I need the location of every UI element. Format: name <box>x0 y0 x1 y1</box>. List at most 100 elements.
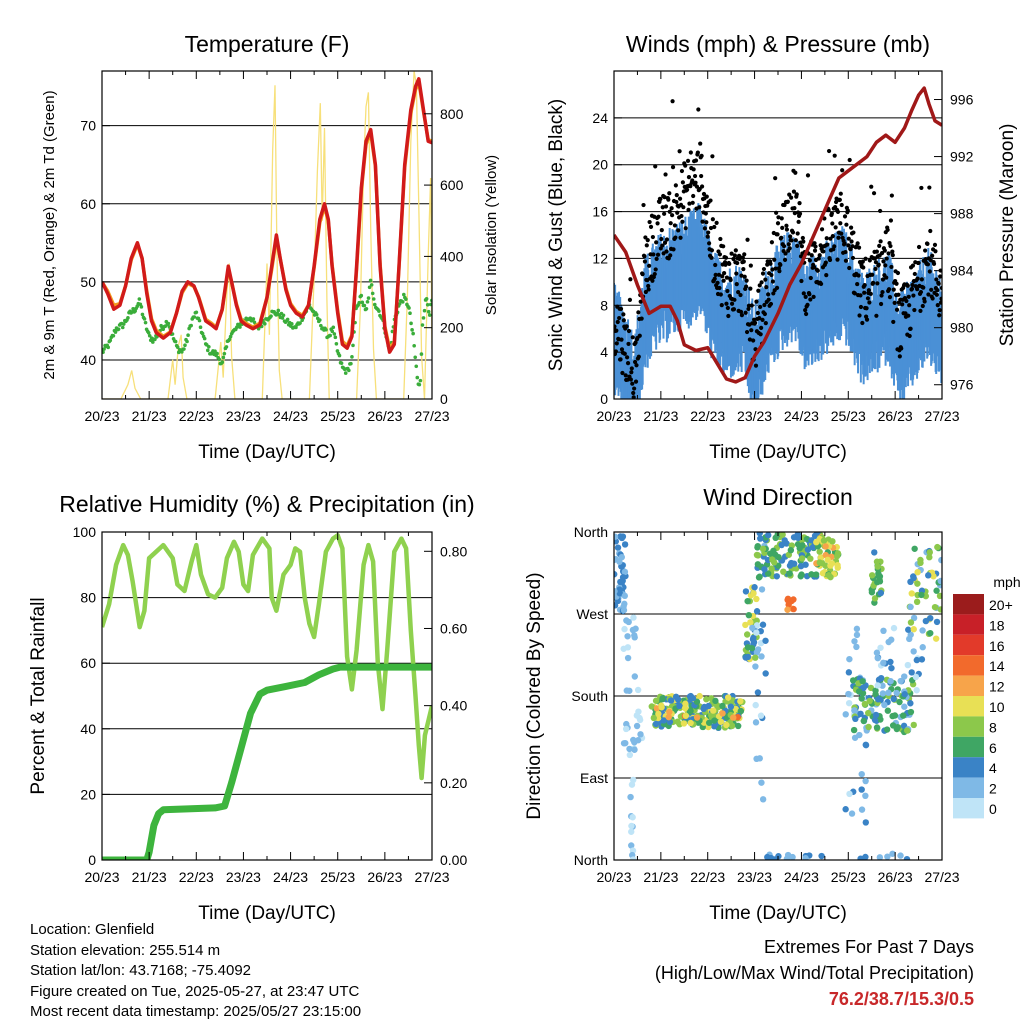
direction-point <box>900 712 907 719</box>
gust-point <box>738 309 744 314</box>
y-tick-label: 0 <box>600 391 608 407</box>
gust-point <box>683 226 688 231</box>
gust-point <box>745 237 750 242</box>
gust-point <box>827 257 833 263</box>
dewpoint-point <box>351 343 355 348</box>
gust-point <box>871 280 876 285</box>
gust-point <box>801 239 806 244</box>
gust-point <box>862 283 867 288</box>
direction-point <box>862 792 869 800</box>
gust-point <box>664 237 670 242</box>
gust-point <box>769 240 775 245</box>
gust-point <box>900 302 905 307</box>
gust-point <box>691 167 696 172</box>
dewpoint-point <box>146 330 151 335</box>
chart-rh_precip: Relative Humidity (%) & Precipitation (i… <box>28 491 475 924</box>
gust-point <box>850 255 856 261</box>
legend-label: 0 <box>989 801 997 817</box>
direction-point <box>747 619 754 626</box>
legend-swatch <box>953 655 984 676</box>
gust-point <box>693 158 699 163</box>
gust-point <box>742 274 747 279</box>
dewpoint-point <box>402 292 406 297</box>
gust-point <box>617 315 622 321</box>
direction-point <box>938 556 942 564</box>
direction-point <box>734 722 742 730</box>
gust-point <box>698 141 703 146</box>
x-tick-label: 26/23 <box>878 408 913 424</box>
gust-point <box>801 291 806 296</box>
gust-point <box>808 297 813 302</box>
direction-point <box>877 644 884 651</box>
gust-point <box>744 278 749 283</box>
direction-point <box>682 712 690 719</box>
gust-point <box>765 262 770 267</box>
x-tick-label: 23/23 <box>737 869 772 885</box>
direction-point <box>856 731 863 739</box>
direction-point <box>907 578 914 586</box>
direction-point <box>845 669 853 676</box>
direction-point <box>727 703 735 710</box>
direction-point <box>665 713 672 721</box>
gust-point <box>621 318 626 323</box>
direction-point <box>752 654 759 661</box>
y2-tick-label: 992 <box>950 149 974 165</box>
gust-point <box>695 150 700 155</box>
gust-point <box>874 249 879 254</box>
dewpoint-point <box>369 283 374 287</box>
gust-point <box>790 230 796 235</box>
dewpoint-point <box>428 302 432 307</box>
direction-point <box>846 655 853 663</box>
direction-point <box>744 631 751 638</box>
x-tick-label: 25/23 <box>320 869 355 885</box>
gust-point <box>754 299 759 304</box>
direction-point <box>789 853 796 860</box>
gust-point <box>794 192 799 197</box>
legend-label: 10 <box>989 699 1005 715</box>
direction-point <box>742 621 749 629</box>
direction-point <box>910 614 918 622</box>
gust-point <box>693 180 698 185</box>
direction-point <box>858 770 865 778</box>
gust-point <box>805 302 810 307</box>
gust-point <box>912 271 917 277</box>
gust-point <box>862 290 867 295</box>
gust-point <box>797 201 802 206</box>
gust-point <box>630 381 635 386</box>
dewpoint-point <box>153 337 157 342</box>
direction-point <box>848 810 856 817</box>
direction-point <box>696 692 703 700</box>
dewpoint-point <box>207 344 211 349</box>
direction-point <box>786 570 793 577</box>
gust-point <box>680 219 685 224</box>
gust-point <box>920 303 925 309</box>
gust-point <box>615 319 620 325</box>
y2-tick-label: 996 <box>950 92 974 108</box>
gust-point <box>866 288 872 293</box>
gust-point <box>813 244 818 249</box>
dewpoint-point <box>333 335 338 340</box>
direction-point <box>631 673 639 680</box>
gust-point <box>886 287 892 292</box>
direction-point <box>757 535 764 542</box>
gust-point <box>779 235 784 240</box>
gust-point <box>659 228 664 233</box>
direction-point <box>755 574 763 581</box>
gust-point <box>907 303 912 308</box>
gust-point <box>719 303 724 308</box>
gust-point <box>809 253 814 258</box>
direction-point <box>759 796 767 803</box>
gust-point <box>805 173 811 178</box>
extremes-panel: Extremes For Past 7 Days (High/Low/Max W… <box>655 934 974 1012</box>
direction-point <box>802 854 809 860</box>
gust-point <box>931 261 937 266</box>
gust-point <box>937 308 942 313</box>
gust-point <box>738 292 743 298</box>
gust-point <box>777 269 782 274</box>
gust-point <box>658 196 663 202</box>
gust-point <box>910 282 915 288</box>
direction-point <box>666 708 673 716</box>
gust-point <box>807 258 812 263</box>
dewpoint-point <box>200 331 205 336</box>
gust-point <box>723 255 729 260</box>
